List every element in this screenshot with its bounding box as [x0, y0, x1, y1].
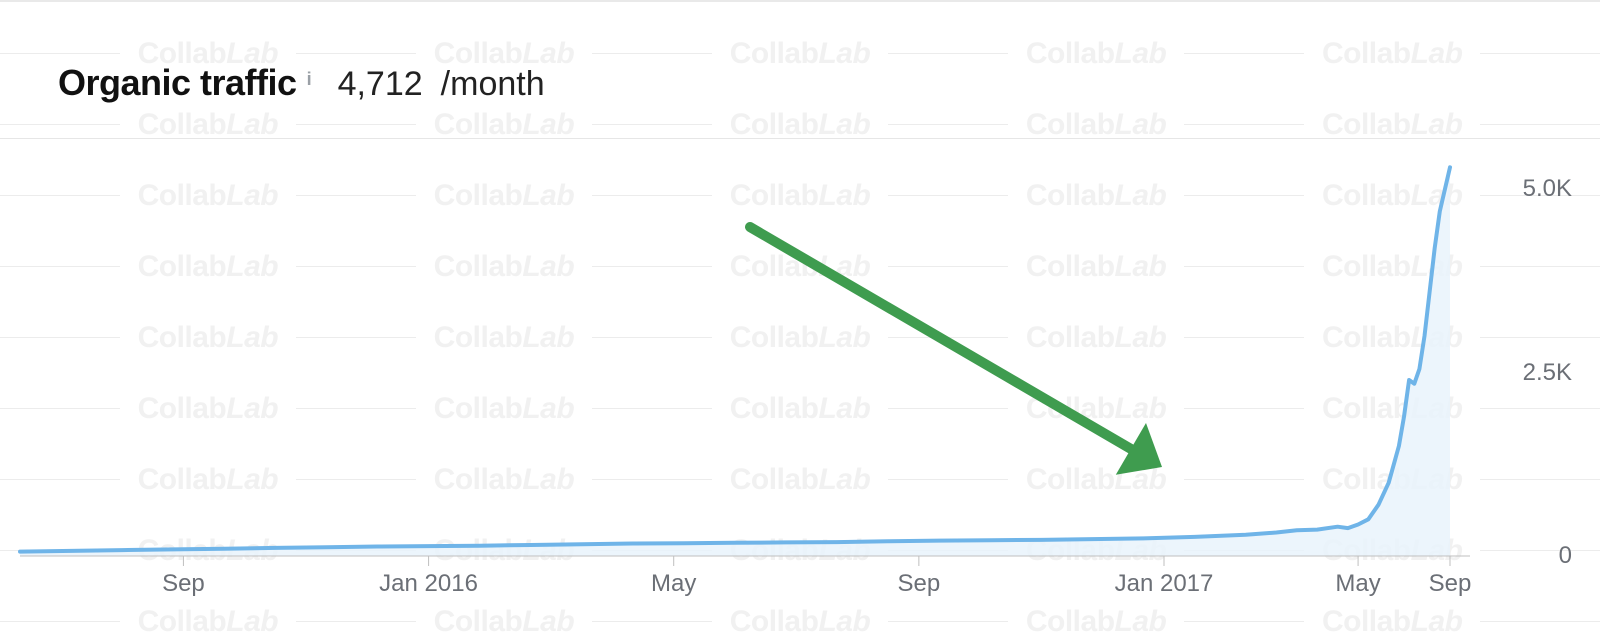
x-tick-label: Sep: [162, 570, 205, 598]
x-tick-label: Jan 2017: [1115, 570, 1214, 598]
chart-panel: CollabLabCollabLabCollabLabCollabLabColl…: [0, 0, 1600, 641]
x-tick-label: Jan 2016: [379, 570, 478, 598]
x-tick-label: May: [1335, 570, 1380, 598]
x-tick-label: Sep: [1429, 570, 1472, 598]
x-axis-labels: Sep Jan 2016 May Sep Jan 2017 May Sep: [0, 570, 1600, 600]
x-tick-label: Sep: [897, 570, 940, 598]
y-tick-label: 0: [1559, 542, 1572, 570]
traffic-area-chart: [0, 0, 1600, 641]
x-tick-label: May: [651, 570, 696, 598]
y-tick-label: 2.5K: [1523, 359, 1572, 387]
y-tick-label: 5.0K: [1523, 175, 1572, 203]
